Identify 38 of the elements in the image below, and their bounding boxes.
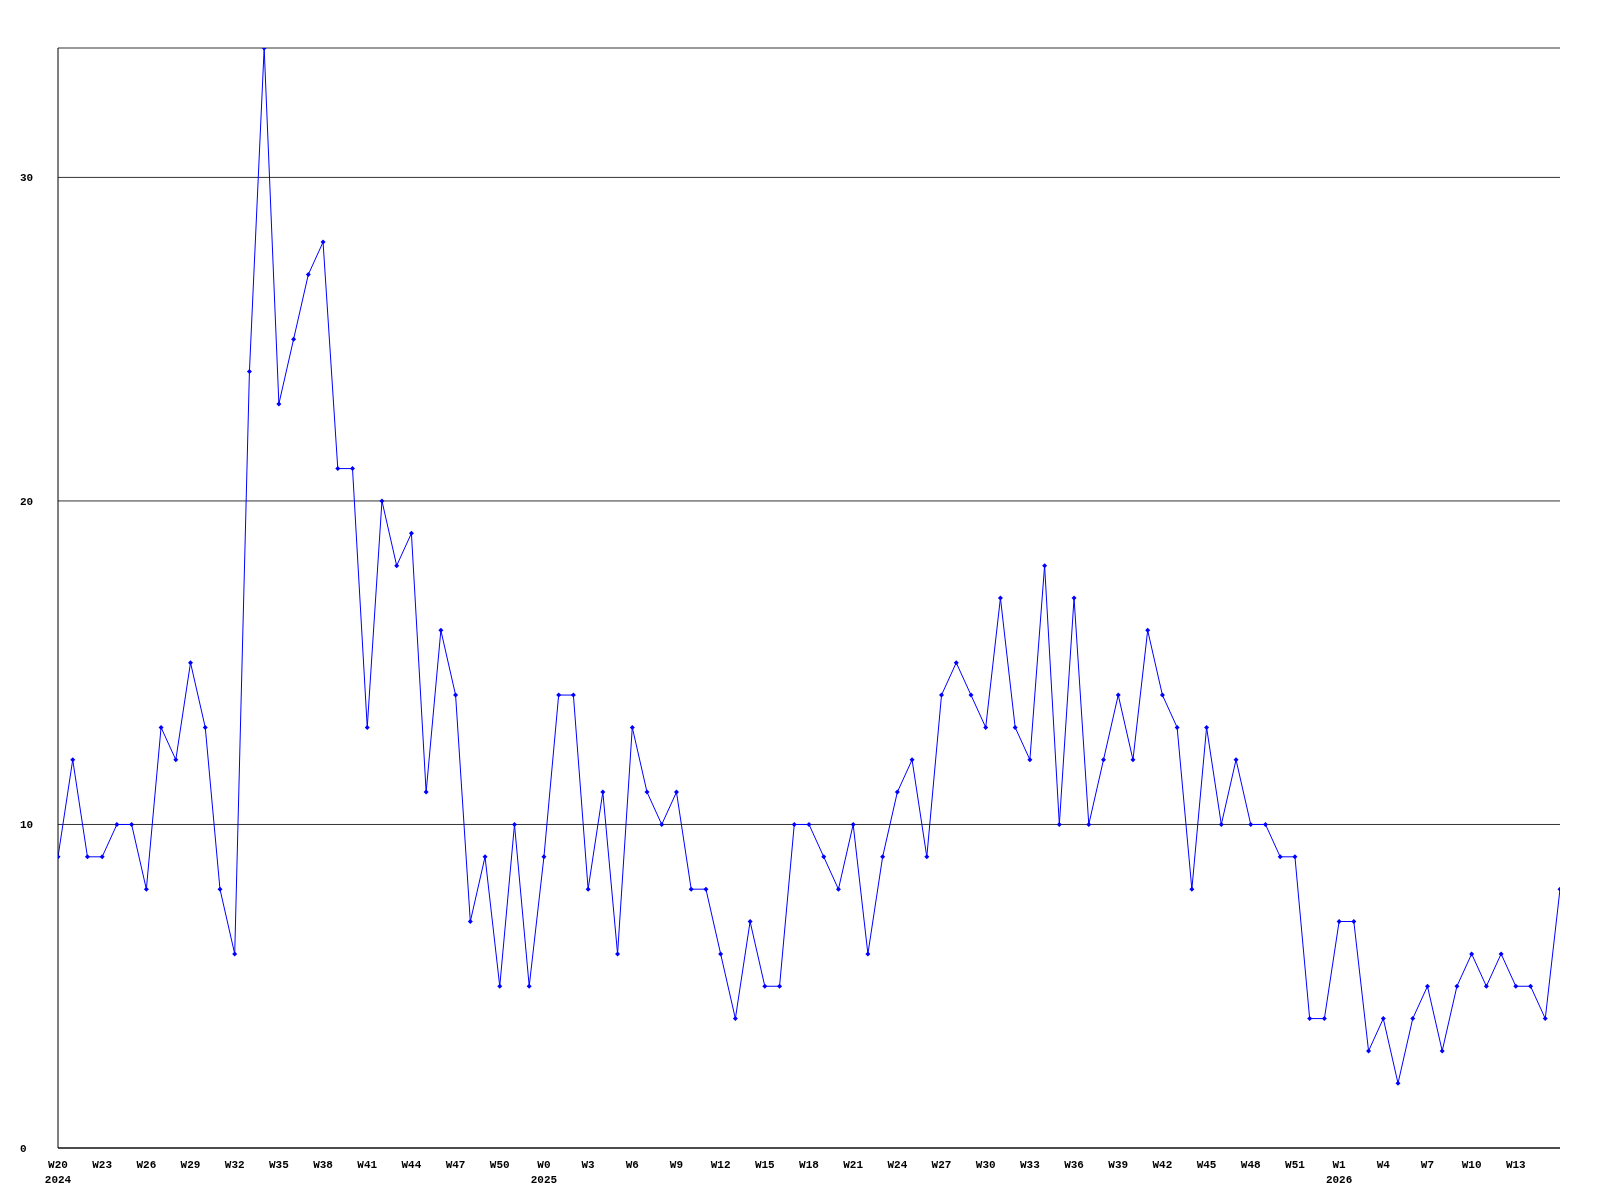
- x-tick-label: W10: [1461, 1159, 1482, 1171]
- x-tick-label: W36: [1064, 1159, 1084, 1171]
- y-tick-label: 0: [20, 1142, 27, 1155]
- x-tick-label: W6: [625, 1159, 639, 1171]
- x-tick-label: W32: [224, 1159, 245, 1171]
- x-tick-label: W9: [669, 1159, 684, 1171]
- x-tick-label: W15: [754, 1159, 776, 1171]
- x-tick-label: W41: [357, 1159, 378, 1171]
- x-tick-label: W24: [887, 1159, 908, 1171]
- x-tick-label: W23: [92, 1159, 113, 1171]
- x-tick-label: W39: [1108, 1159, 1129, 1171]
- x-tick-label: W20 2024: [44, 1159, 72, 1186]
- x-tick-label: W21: [843, 1159, 864, 1171]
- x-tick-label: W35: [268, 1159, 290, 1171]
- x-tick-label: W51: [1285, 1159, 1306, 1171]
- x-tick-label: W47: [445, 1159, 466, 1171]
- x-tick-label: W42: [1152, 1159, 1173, 1171]
- x-tick-label: W50: [489, 1159, 510, 1171]
- x-tick-label: W0 2025: [530, 1159, 558, 1186]
- x-tick-label: W29: [180, 1159, 201, 1171]
- x-tick-label: W33: [1019, 1159, 1041, 1171]
- y-tick-label: 30: [20, 172, 34, 185]
- x-tick-label: W45: [1196, 1159, 1217, 1171]
- x-tick-label: W1 2026: [1325, 1159, 1353, 1186]
- x-tick-label: W18: [799, 1159, 820, 1171]
- x-tick-label: W26: [136, 1159, 157, 1171]
- x-tick-label: W48: [1240, 1159, 1262, 1171]
- x-tick-label: W27: [931, 1159, 952, 1171]
- x-tick-label: W12: [710, 1159, 731, 1171]
- x-tick-label: W3: [581, 1159, 596, 1171]
- y-tick-label: 10: [20, 819, 34, 832]
- x-tick-label: W4: [1376, 1159, 1391, 1171]
- x-tick-label: W30: [975, 1159, 996, 1171]
- x-tick-label: W38: [313, 1159, 334, 1171]
- y-tick-label: 20: [20, 495, 34, 508]
- x-tick-label: W44: [401, 1159, 422, 1171]
- x-tick-label: W7: [1420, 1159, 1435, 1171]
- x-tick-label: W13: [1505, 1159, 1527, 1171]
